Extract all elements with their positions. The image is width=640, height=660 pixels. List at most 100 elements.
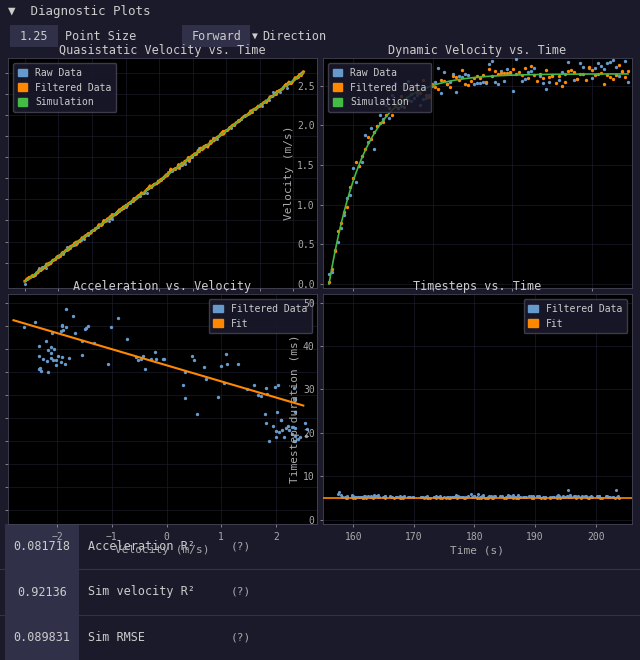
- Point: [166, 166, 177, 176]
- Point: [417, 492, 427, 502]
- Point: [268, 86, 278, 97]
- Point: [545, 492, 556, 503]
- Point: [76, 235, 86, 246]
- Point: [563, 57, 573, 67]
- Point: [302, 424, 312, 434]
- Point: [478, 492, 488, 502]
- Point: [360, 144, 371, 154]
- Point: [324, 277, 334, 288]
- Point: [390, 101, 401, 112]
- Point: [212, 133, 222, 144]
- Point: [587, 73, 597, 83]
- Point: [468, 490, 479, 501]
- Point: [360, 492, 371, 502]
- Point: [563, 65, 573, 76]
- Point: [614, 71, 624, 81]
- Point: [487, 71, 497, 82]
- Point: [83, 229, 93, 240]
- Point: [539, 492, 549, 503]
- Point: [451, 490, 461, 500]
- Point: [257, 101, 268, 112]
- Point: [486, 491, 496, 502]
- Point: [41, 336, 51, 346]
- Point: [380, 491, 390, 502]
- Point: [403, 95, 413, 106]
- Point: [445, 491, 455, 502]
- Text: Direction: Direction: [262, 30, 326, 42]
- Point: [47, 255, 58, 265]
- Point: [505, 492, 515, 503]
- Point: [445, 82, 455, 92]
- Point: [564, 492, 575, 503]
- Point: [506, 492, 516, 502]
- Point: [88, 337, 99, 348]
- Point: [349, 492, 359, 502]
- Point: [387, 492, 397, 502]
- Point: [529, 69, 540, 80]
- Point: [83, 321, 93, 331]
- Point: [54, 250, 65, 261]
- FancyBboxPatch shape: [182, 25, 250, 48]
- Point: [584, 492, 595, 502]
- Point: [490, 77, 500, 87]
- Point: [64, 352, 74, 363]
- Point: [438, 67, 449, 78]
- Point: [408, 492, 419, 502]
- Point: [58, 249, 68, 259]
- Point: [384, 113, 394, 123]
- Point: [503, 490, 513, 500]
- Point: [347, 490, 357, 500]
- Point: [442, 492, 452, 502]
- Point: [276, 415, 286, 426]
- Point: [271, 426, 281, 436]
- Title: Acceleration vs. Velocity: Acceleration vs. Velocity: [74, 280, 252, 293]
- Point: [563, 484, 573, 495]
- Point: [580, 490, 590, 501]
- Text: Sim RMSE: Sim RMSE: [88, 631, 145, 644]
- Point: [517, 76, 527, 86]
- Point: [459, 492, 469, 503]
- Point: [392, 492, 402, 503]
- Point: [142, 188, 152, 199]
- Point: [520, 492, 531, 502]
- Point: [399, 491, 409, 502]
- Point: [118, 202, 128, 213]
- Point: [458, 492, 468, 502]
- Point: [604, 492, 614, 503]
- Point: [499, 76, 509, 86]
- FancyBboxPatch shape: [10, 25, 58, 48]
- Point: [518, 492, 528, 502]
- Point: [354, 161, 364, 172]
- Point: [528, 490, 538, 501]
- Point: [346, 492, 356, 502]
- Point: [290, 431, 300, 442]
- Point: [121, 202, 131, 213]
- Point: [333, 237, 343, 248]
- Point: [373, 492, 383, 502]
- Point: [513, 492, 523, 503]
- Point: [271, 431, 281, 442]
- Point: [519, 492, 529, 502]
- Point: [620, 71, 630, 82]
- Point: [34, 364, 44, 374]
- Point: [518, 492, 529, 502]
- Point: [545, 492, 556, 502]
- FancyBboxPatch shape: [5, 509, 79, 585]
- Point: [408, 81, 419, 92]
- Point: [358, 492, 368, 503]
- Point: [572, 490, 582, 501]
- Point: [417, 492, 427, 502]
- Point: [272, 407, 282, 417]
- Point: [195, 143, 205, 153]
- Point: [274, 426, 284, 437]
- Legend: Raw Data, Filtered Data, Simulation: Raw Data, Filtered Data, Simulation: [13, 63, 116, 112]
- Point: [369, 127, 380, 137]
- Point: [472, 77, 482, 88]
- Point: [524, 73, 534, 83]
- Legend: Raw Data, Filtered Data, Simulation: Raw Data, Filtered Data, Simulation: [328, 63, 431, 112]
- Point: [484, 59, 494, 69]
- Point: [566, 65, 576, 76]
- Point: [442, 79, 452, 89]
- Point: [375, 118, 385, 129]
- Text: 0.92136: 0.92136: [17, 585, 67, 599]
